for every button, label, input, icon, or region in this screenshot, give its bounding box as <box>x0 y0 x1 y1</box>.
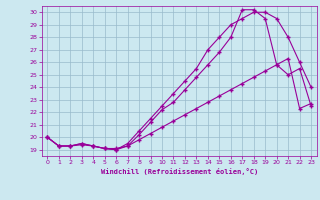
X-axis label: Windchill (Refroidissement éolien,°C): Windchill (Refroidissement éolien,°C) <box>100 168 258 175</box>
